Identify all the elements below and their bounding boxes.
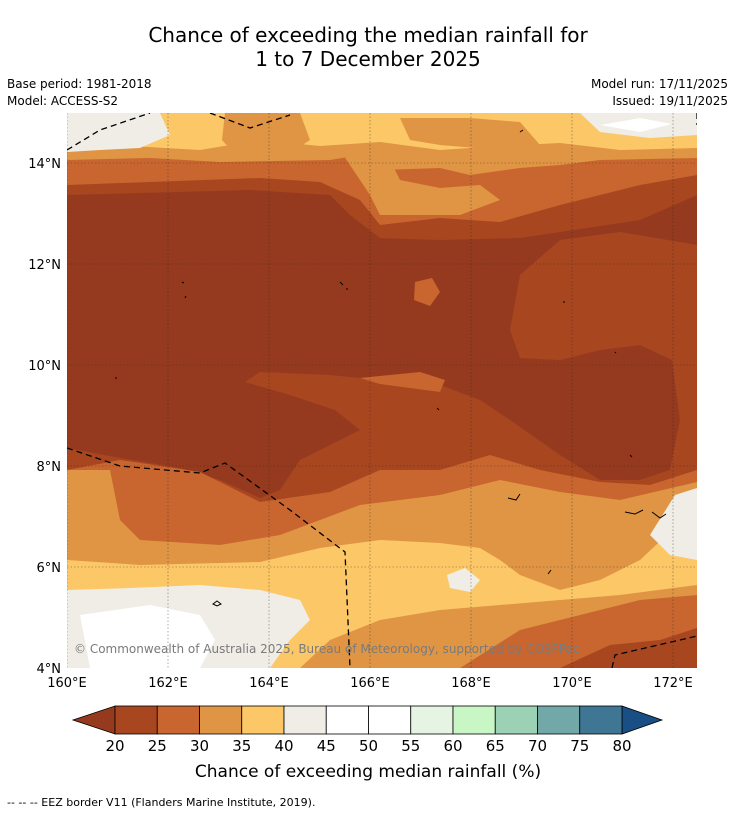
lat-tick-14: 14°N: [28, 157, 61, 172]
colorbar-tick-25: 25: [148, 737, 167, 755]
colorbar-tick-55: 55: [401, 737, 420, 755]
colorbar-cell-45-50: [325, 705, 369, 735]
band-30-35-patch-a: [222, 113, 310, 160]
band-20-25-se: [560, 628, 697, 668]
colorbar-tick-20: 20: [105, 737, 124, 755]
copyright-notice: © Commonwealth of Australia 2025, Bureau…: [74, 642, 579, 656]
colorbar-cell-30-35: [199, 705, 243, 735]
colorbar-tick-75: 75: [570, 737, 589, 755]
colorbar-cell-65-70: [494, 705, 538, 735]
lat-tick-4: 4°N: [37, 662, 62, 677]
lon-tick-170: 170°E: [552, 676, 592, 691]
colorbar-tick-70: 70: [528, 737, 547, 755]
colorbar-over-arrow: [621, 705, 664, 735]
colorbar-tick-30: 30: [190, 737, 209, 755]
band-45-50-ne: [600, 118, 672, 132]
lon-tick-168: 168°E: [451, 676, 491, 691]
band-30-35-inlet: [340, 150, 500, 215]
lon-tick-164: 164°E: [249, 676, 289, 691]
base-period: Base period: 1981-2018: [7, 77, 152, 91]
colorbar-tick-45: 45: [317, 737, 336, 755]
band-40-45-east: [650, 488, 697, 560]
colorbar-tick-65: 65: [486, 737, 505, 755]
title-line-1: Chance of exceeding the median rainfall …: [148, 23, 588, 47]
lon-tick-166: 166°E: [350, 676, 390, 691]
band-25-30-islet: [414, 278, 440, 306]
colorbar-cell-50-55: [368, 705, 412, 735]
band-45-50-sw: [80, 605, 215, 668]
model-run: Model run: 17/11/2025: [590, 77, 728, 91]
colorbar: 20 25 30 35 40 45 50 55 60 65 70 75 80: [71, 705, 664, 755]
colorbar-label: Chance of exceeding median rainfall (%): [194, 762, 542, 782]
colorbar-cell-20-25: [114, 705, 158, 735]
colorbar-tick-80: 80: [612, 737, 631, 755]
colorbar-under-arrow: [71, 705, 116, 735]
model-name: Model: ACCESS-S2: [7, 94, 119, 108]
colorbar-cell-75-80: [579, 705, 623, 735]
band-25-30-streak: [360, 372, 445, 392]
band-40-45-isle: [447, 568, 480, 592]
islands: [115, 129, 667, 607]
colorbar-tick-60: 60: [443, 737, 462, 755]
lat-tick-8: 8°N: [37, 460, 62, 475]
colorbar-tick-50: 50: [359, 737, 378, 755]
band-30-35-patch-b: [400, 118, 540, 150]
colorbar-tick-35: 35: [232, 737, 251, 755]
graticule: [67, 113, 697, 668]
colorbar-cell-35-40: [241, 705, 285, 735]
lon-tick-162: 162°E: [148, 676, 188, 691]
lon-tick-160: 160°E: [47, 676, 87, 691]
colorbar-cell-70-75: [537, 705, 581, 735]
lat-tick-12: 12°N: [28, 258, 61, 273]
lon-tick-172: 172°E: [653, 676, 693, 691]
colorbar-tick-40: 40: [274, 737, 293, 755]
rainfall-map: © Commonwealth of Australia 2025, Bureau…: [28, 113, 697, 755]
colorbar-cell-60-65: [452, 705, 496, 735]
colorbar-cell-40-45: [283, 705, 327, 735]
eez-footnote: -- -- -- EEZ border V11 (Flanders Marine…: [7, 796, 316, 809]
rainfall-contours: © Commonwealth of Australia 2025, Bureau…: [67, 113, 697, 668]
lat-tick-10: 10°N: [28, 359, 61, 374]
title-line-2: 1 to 7 December 2025: [255, 47, 481, 71]
band-below-20: [67, 190, 697, 498]
colorbar-cell-55-60: [410, 705, 454, 735]
band-40-45-nw: [67, 113, 170, 152]
eez-border: [67, 113, 697, 668]
issued-date: Issued: 19/11/2025: [612, 94, 728, 108]
colorbar-cell-25-30: [156, 705, 200, 735]
lat-tick-6: 6°N: [37, 561, 62, 576]
